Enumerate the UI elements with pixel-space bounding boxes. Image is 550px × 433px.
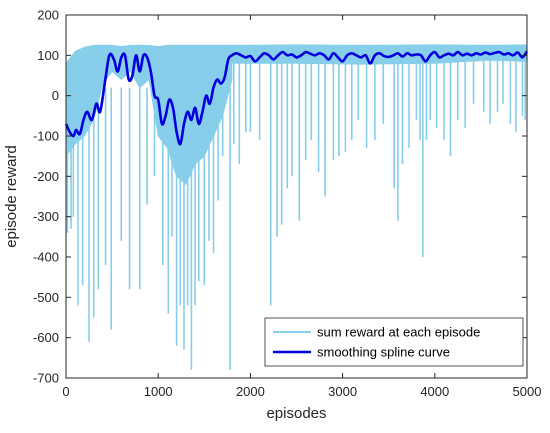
data-layer xyxy=(64,44,529,370)
x-axis-label: episodes xyxy=(266,405,326,422)
legend: sum reward at each episode smoothing spl… xyxy=(264,317,524,367)
y-axis-label: episode reward xyxy=(3,145,20,248)
plot-area-frame xyxy=(65,14,528,379)
y-tick-label: -100 xyxy=(33,129,59,144)
x-tick-label: 4000 xyxy=(420,384,449,399)
legend-label-sum-reward: sum reward at each episode xyxy=(317,325,480,340)
y-tick-label: -600 xyxy=(33,330,59,345)
raw-reward-band xyxy=(65,44,233,186)
y-tick-label: -200 xyxy=(33,169,59,184)
y-tick-label: -300 xyxy=(33,209,59,224)
axes: 0 1000 2000 3000 4000 5000-700-600-500-400-30… xyxy=(33,8,541,400)
y-tick-label: 0 xyxy=(52,88,59,103)
y-tick-label: -700 xyxy=(33,371,59,386)
y-tick-label: 200 xyxy=(37,8,59,23)
x-tick-label: 0 xyxy=(62,384,69,399)
x-tick-label: 3000 xyxy=(328,384,357,399)
legend-label-smoothing-spline: smoothing spline curve xyxy=(317,345,450,360)
x-tick-label: 5000 xyxy=(513,384,542,399)
y-tick-label: -400 xyxy=(33,250,59,265)
x-tick-label: 2000 xyxy=(236,384,265,399)
x-tick-label: 1000 xyxy=(144,384,173,399)
legend-box xyxy=(264,317,524,367)
smoothing-spline-line xyxy=(64,50,529,146)
y-tick-label: -500 xyxy=(33,290,59,305)
y-tick-label: 100 xyxy=(37,48,59,63)
